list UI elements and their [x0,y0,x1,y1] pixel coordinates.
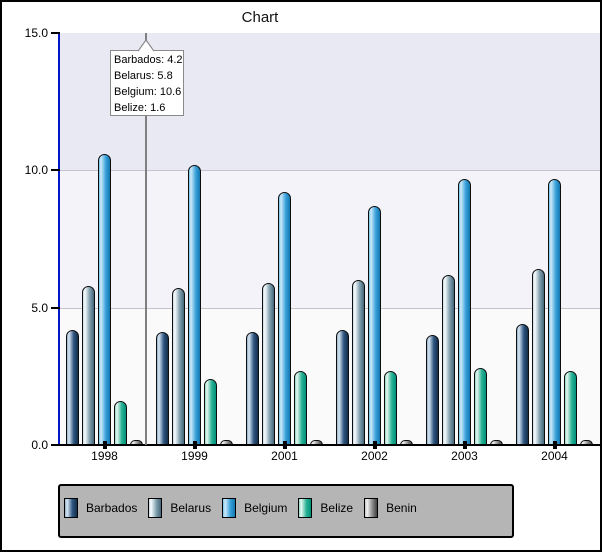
bar-belarus-2004[interactable] [532,269,545,445]
bar-belarus-2003[interactable] [442,275,455,445]
y-axis-label-5.0: 5.0 [31,300,48,315]
x-axis-label-2001: 2001 [271,449,298,463]
legend-item-belize: Belize [298,498,353,518]
x-axis-label-2004: 2004 [541,449,568,463]
y-axis-label-10.0: 10.0 [24,163,48,178]
legend-label: Belarus [170,501,212,515]
y-axis-line [58,33,60,445]
legend-label: Barbados [86,501,138,515]
bar-belize-1998[interactable] [114,401,127,445]
tooltip-line-1: Belarus: 5.8 [114,70,173,82]
bar-barbados-2002[interactable] [336,330,349,445]
bar-belgium-1998[interactable] [98,154,111,445]
legend-item-belgium: Belgium [222,498,287,518]
legend-swatch-belarus [148,498,163,518]
x-axis-label-1998: 1998 [91,449,118,463]
tooltip-pointer-icon [137,39,155,52]
y-axis-tick [51,32,60,34]
y-axis-tick [51,306,60,309]
x-axis-tick [102,441,107,449]
legend-label: Benin [386,501,417,515]
x-axis-line [58,444,600,446]
bar-belarus-2001[interactable] [262,283,275,445]
gridline-5 [59,307,600,309]
x-axis-tick [192,441,197,449]
bar-belize-2004[interactable] [564,371,577,445]
bar-belgium-2003[interactable] [458,179,471,445]
x-axis-tick [372,441,377,449]
bar-belgium-2001[interactable] [278,192,291,445]
chart-title: Chart [241,9,279,26]
x-axis-tick [282,441,287,449]
crosshair-line-top [145,33,147,41]
legend-swatch-belgium [222,498,237,518]
bar-barbados-1999[interactable] [156,332,169,445]
bar-belgium-2002[interactable] [368,206,381,445]
y-axis-label-0.0: 0.0 [31,438,48,452]
bar-belize-2001[interactable] [294,371,307,445]
plot-band-0 [59,307,600,445]
x-axis-label-2003: 2003 [451,449,478,463]
bar-belize-2002[interactable] [384,371,397,445]
x-axis-label-1999: 1999 [181,449,208,463]
tooltip: Barbados: 4.2 Belarus: 5.8 Belgium: 10.6 Be… [110,50,184,116]
bar-barbados-2003[interactable] [426,335,439,445]
legend-swatch-benin [364,498,379,518]
bar-belgium-1999[interactable] [188,165,201,445]
y-axis-tick [51,444,60,446]
bar-barbados-1998[interactable] [66,330,79,445]
legend: Barbados Belarus Belgium Belize Benin [58,484,514,538]
bar-belgium-2004[interactable] [548,179,561,445]
y-axis-tick [51,169,60,172]
tooltip-line-3: Belize: 1.6 [114,102,166,114]
x-axis-tick [552,441,557,449]
bar-barbados-2001[interactable] [246,332,259,445]
bar-belize-1999[interactable] [204,379,217,445]
bar-barbados-2004[interactable] [516,324,529,445]
x-axis-tick [462,441,467,449]
bar-belarus-1999[interactable] [172,288,185,445]
legend-item-benin: Benin [364,498,417,518]
bar-belarus-2002[interactable] [352,280,365,445]
tooltip-line-2: Belgium: 10.6 [114,86,182,98]
gridline-10 [59,170,600,172]
legend-swatch-barbados [64,498,78,518]
legend-label: Belize [320,501,354,515]
tooltip-line-0: Barbados: 4.2 [114,54,183,66]
bar-belarus-1998[interactable] [82,286,95,445]
bar-belize-2003[interactable] [474,368,487,445]
plot-band-1 [59,170,600,308]
legend-label: Belgium [244,501,288,515]
x-axis-label-2002: 2002 [361,449,388,463]
legend-swatch-belize [298,498,313,518]
legend-item-belarus: Belarus [148,498,211,518]
y-axis-label-15.0: 15.0 [24,26,48,40]
legend-item-barbados: Barbados [64,498,137,518]
crosshair-line-bottom [145,115,147,445]
